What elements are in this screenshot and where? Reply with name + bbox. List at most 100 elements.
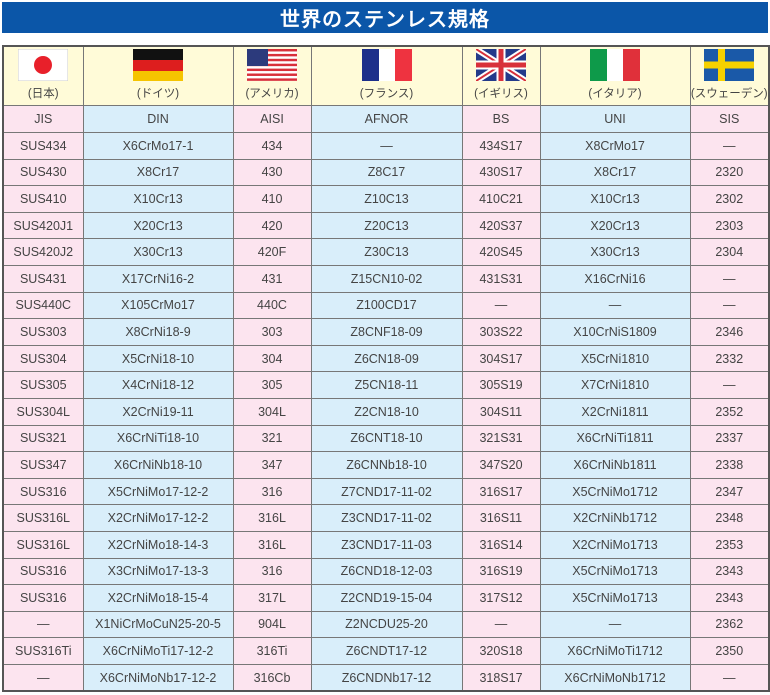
cell-afnor: Z20C13 — [310, 211, 463, 240]
country-header-cell: (日本) — [2, 45, 84, 106]
cell-bs: 318S17 — [461, 663, 541, 692]
cell-din: X2CrNiMo18-15-4 — [82, 584, 234, 612]
cell-din: X20Cr13 — [82, 211, 234, 240]
cell-bs: — — [461, 291, 541, 320]
cell-bs: 420S45 — [461, 238, 541, 266]
table-row: SUS304L X2CrNi19-11 304L Z2CN18-10 304S11 X2C… — [2, 397, 770, 426]
cell-jis: — — [2, 610, 84, 639]
cell-sis: 2346 — [689, 318, 770, 346]
cell-sis: 2362 — [689, 610, 770, 639]
cell-din: X2CrNi19-11 — [82, 397, 234, 426]
cell-sis: — — [689, 264, 770, 293]
cell-aisi: 316L — [232, 504, 312, 532]
cell-aisi: 420F — [232, 238, 312, 266]
cell-aisi: 434 — [232, 132, 312, 160]
cell-afnor: Z15CN10-02 — [310, 264, 463, 293]
table-row: SUS347 X6CrNiNb18-10 347 Z6CNNb18-10 347S20 X… — [2, 451, 770, 479]
cell-afnor: Z10C13 — [310, 185, 463, 213]
cell-aisi: 410 — [232, 185, 312, 213]
cell-uni: — — [539, 610, 691, 639]
cell-afnor: Z30C13 — [310, 238, 463, 266]
table-row: SUS440C X105CrMo17 440C Z100CD17— — — — [2, 291, 770, 320]
cell-bs: 320S18 — [461, 637, 541, 665]
cell-afnor: Z2NCDU25-20 — [310, 610, 463, 639]
usa-flag-icon — [247, 49, 297, 81]
cell-afnor: Z8CNF18-09 — [310, 318, 463, 346]
cell-jis: SUS303 — [2, 318, 84, 346]
cell-jis: SUS316 — [2, 557, 84, 586]
cell-uni: X5CrNi1810 — [539, 344, 691, 373]
france-flag-icon — [361, 49, 412, 81]
country-name: (スウェーデン) — [690, 88, 768, 100]
cell-uni: X7CrNi1810 — [539, 371, 691, 399]
cell-bs: 317S12 — [461, 584, 541, 612]
standard-header-uni: UNI — [539, 105, 691, 133]
cell-aisi: 347 — [232, 451, 312, 479]
cell-uni: X20Cr13 — [539, 211, 691, 240]
cell-uni: X5CrNiMo1712 — [539, 477, 691, 506]
table-row: SUS316 X3CrNiMo17-13-3 316 Z6CND18-12-03 316… — [2, 557, 770, 586]
cell-din: X3CrNiMo17-13-3 — [82, 557, 234, 586]
cell-jis: SUS316 — [2, 584, 84, 612]
country-header-cell: (イタリア) — [539, 45, 691, 106]
cell-din: X17CrNi16-2 — [82, 264, 234, 293]
table-row: SUS316 X2CrNiMo18-15-4 317L Z2CND19-15-04 31… — [2, 584, 770, 612]
cell-aisi: 316Ti — [232, 637, 312, 665]
cell-aisi: 321 — [232, 424, 312, 453]
cell-bs: 303S22 — [461, 318, 541, 346]
cell-bs: 316S17 — [461, 477, 541, 506]
cell-aisi: 304 — [232, 344, 312, 373]
cell-jis: SUS420J1 — [2, 211, 84, 240]
cell-bs: 420S37 — [461, 211, 541, 240]
japan-flag-icon — [18, 49, 69, 81]
country-name: (アメリカ) — [245, 88, 299, 100]
cell-sis: — — [689, 371, 770, 399]
cell-afnor: Z3CND17-11-03 — [310, 530, 463, 559]
cell-aisi: 904L — [232, 610, 312, 639]
standard-header-sis: SIS — [689, 105, 770, 133]
cell-bs: — — [461, 610, 541, 639]
cell-sis: 2320 — [689, 158, 770, 187]
cell-bs: 430S17 — [461, 158, 541, 187]
cell-bs: 316S11 — [461, 504, 541, 532]
cell-afnor: Z8C17 — [310, 158, 463, 187]
cell-sis: — — [689, 663, 770, 692]
table-row: SUS321 X6CrNiTi18-10 321 Z6CNT18-10 321S31 X6… — [2, 424, 770, 453]
stainless-standards-table: (日本) (ドイツ) (アメリカ) (フランス) (イギリス) (イタリア) (スウェーデン… — [2, 45, 770, 693]
cell-afnor: Z6CNDNb17-12 — [310, 663, 463, 692]
cell-sis: 2338 — [689, 451, 770, 479]
cell-din: X2CrNiMo17-12-2 — [82, 504, 234, 532]
cell-jis: SUS304 — [2, 344, 84, 373]
cell-din: X6CrNiMoNb17-12-2 — [82, 663, 234, 692]
standard-header-bs: BS — [461, 105, 541, 133]
cell-sis: — — [689, 132, 770, 160]
table-row: — X1NiCrMoCuN25-20-5 904L Z2NCDU25-20— —2362 — [2, 610, 770, 639]
uk-flag-icon — [476, 49, 526, 81]
cell-uni: — — [539, 291, 691, 320]
cell-afnor: Z100CD17 — [310, 291, 463, 320]
cell-din: X5CrNiMo17-12-2 — [82, 477, 234, 506]
cell-uni: X5CrNiMo1713 — [539, 584, 691, 612]
cell-afnor: Z3CND17-11-02 — [310, 504, 463, 532]
cell-din: X6CrNiNb18-10 — [82, 451, 234, 479]
cell-jis: SUS431 — [2, 264, 84, 293]
cell-din: X5CrNi18-10 — [82, 344, 234, 373]
table-row: SUS316Ti X6CrNiMoTi17-12-2 316Ti Z6CNDT17-1… — [2, 637, 770, 665]
country-name: (日本) — [27, 88, 59, 100]
cell-jis: SUS430 — [2, 158, 84, 187]
cell-jis: SUS347 — [2, 451, 84, 479]
cell-din: X2CrNiMo18-14-3 — [82, 530, 234, 559]
standard-header-jis: JIS — [2, 105, 84, 133]
cell-aisi: 316L — [232, 530, 312, 559]
cell-din: X105CrMo17 — [82, 291, 234, 320]
cell-jis: SUS316L — [2, 504, 84, 532]
cell-uni: X16CrNi16 — [539, 264, 691, 293]
cell-aisi: 431 — [232, 264, 312, 293]
country-header-row: (日本) (ドイツ) (アメリカ) (フランス) (イギリス) (イタリア) (スウェーデン… — [2, 45, 770, 106]
cell-aisi: 440C — [232, 291, 312, 320]
cell-uni: X10CrNiS1809 — [539, 318, 691, 346]
italy-flag-icon — [590, 49, 640, 81]
table-row: SUS430 X8Cr17 430 Z8C17 430S17 X8Cr17 2320 — [2, 158, 770, 187]
germany-flag-icon — [133, 49, 183, 81]
standard-header-din: DIN — [82, 105, 234, 133]
